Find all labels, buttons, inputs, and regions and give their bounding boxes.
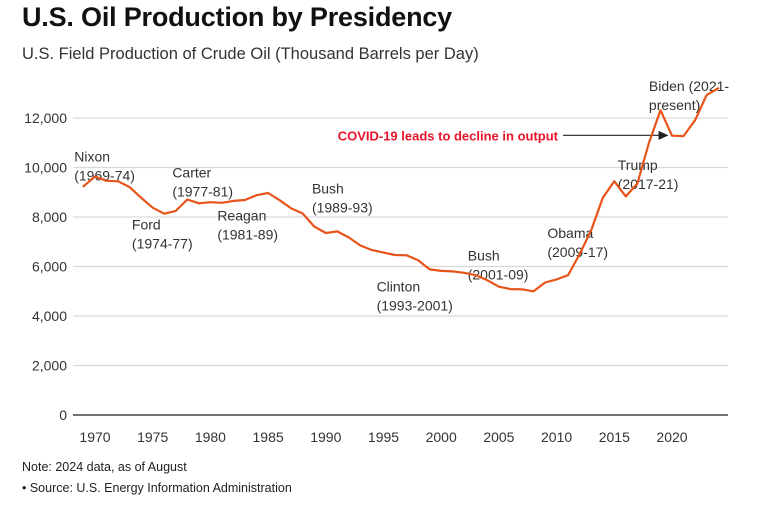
presidency-label: Bush (2001-09): [468, 247, 529, 282]
presidency-label: Reagan (1981-89): [217, 208, 278, 243]
presidency-name: Biden (2021-: [649, 78, 730, 94]
presidency-years: (1969-74): [74, 167, 135, 183]
presidency-name: Bush: [468, 247, 500, 263]
presidency-label: Obama (2009-17): [547, 225, 608, 260]
presidency-label: Carter (1977-81): [172, 164, 233, 199]
presidency-label: Trump (2017-21): [618, 157, 679, 192]
presidency-label: Ford (1974-77): [132, 216, 193, 251]
presidency-name: Reagan: [217, 208, 266, 224]
chart-subtitle: U.S. Field Production of Crude Oil (Thou…: [22, 45, 479, 63]
y-tick-label: 2,000: [32, 358, 67, 374]
chart-title: U.S. Oil Production by Presidency: [22, 2, 453, 32]
series-line: [82, 87, 720, 293]
covid-annotation: COVID-19 leads to decline in output: [338, 128, 669, 143]
presidency-name: Nixon: [74, 148, 110, 164]
x-tick-label: 2020: [656, 429, 687, 445]
x-axis-ticks: 1970 1975 1980 1985 1990 1995 2000 2005 2010 2015…: [79, 429, 687, 445]
presidency-years: (2017-21): [618, 176, 679, 192]
presidency-name: Ford: [132, 216, 161, 232]
gridlines: [73, 117, 728, 367]
y-tick-label: 12,000: [24, 110, 67, 126]
presidency-years: (2001-09): [468, 266, 529, 282]
presidency-years: (1974-77): [132, 235, 193, 251]
y-tick-label: 10,000: [24, 160, 67, 176]
presidency-years: present): [649, 97, 700, 113]
presidency-years: (1989-93): [312, 199, 373, 215]
presidency-name: Trump: [618, 157, 658, 173]
presidency-years: (1993-2001): [377, 297, 453, 313]
source-text: • Source: U.S. Energy Information Admini…: [22, 481, 292, 495]
x-tick-label: 2010: [541, 429, 572, 445]
series-layer: [82, 87, 720, 293]
presidency-labels: Nixon (1969-74) Ford (1974-77) Carter (1977-8…: [74, 78, 729, 313]
presidency-label: Clinton (1993-2001): [377, 278, 453, 313]
y-tick-label: 0: [59, 407, 67, 423]
x-tick-label: 2005: [483, 429, 514, 445]
x-tick-label: 1990: [310, 429, 341, 445]
presidency-years: (1977-81): [172, 183, 233, 199]
presidency-years: (2009-17): [547, 244, 608, 260]
x-tick-label: 1995: [368, 429, 399, 445]
x-tick-label: 1985: [253, 429, 284, 445]
y-axis-ticks: 0 2,000 4,000 6,000 8,000 10,000 12,000: [24, 110, 67, 423]
presidency-years: (1981-89): [217, 227, 278, 243]
annotation-arrowhead: [658, 130, 669, 140]
presidency-name: Bush: [312, 180, 344, 196]
x-tick-label: 1970: [79, 429, 110, 445]
y-tick-label: 4,000: [32, 308, 67, 324]
y-tick-label: 8,000: [32, 209, 67, 225]
x-tick-label: 2000: [426, 429, 457, 445]
x-tick-label: 1975: [137, 429, 168, 445]
x-tick-label: 1980: [195, 429, 226, 445]
presidency-label: Bush (1989-93): [312, 180, 373, 215]
y-tick-label: 6,000: [32, 259, 67, 275]
presidency-name: Clinton: [377, 278, 421, 294]
presidency-label: Nixon (1969-74): [74, 148, 135, 183]
note-text: Note: 2024 data, as of August: [22, 460, 187, 474]
presidency-name: Obama: [547, 225, 593, 241]
presidency-name: Carter: [172, 164, 211, 180]
x-tick-label: 2015: [599, 429, 630, 445]
annotation-text: COVID-19 leads to decline in output: [338, 128, 559, 143]
presidency-label: Biden (2021- present): [649, 78, 730, 113]
